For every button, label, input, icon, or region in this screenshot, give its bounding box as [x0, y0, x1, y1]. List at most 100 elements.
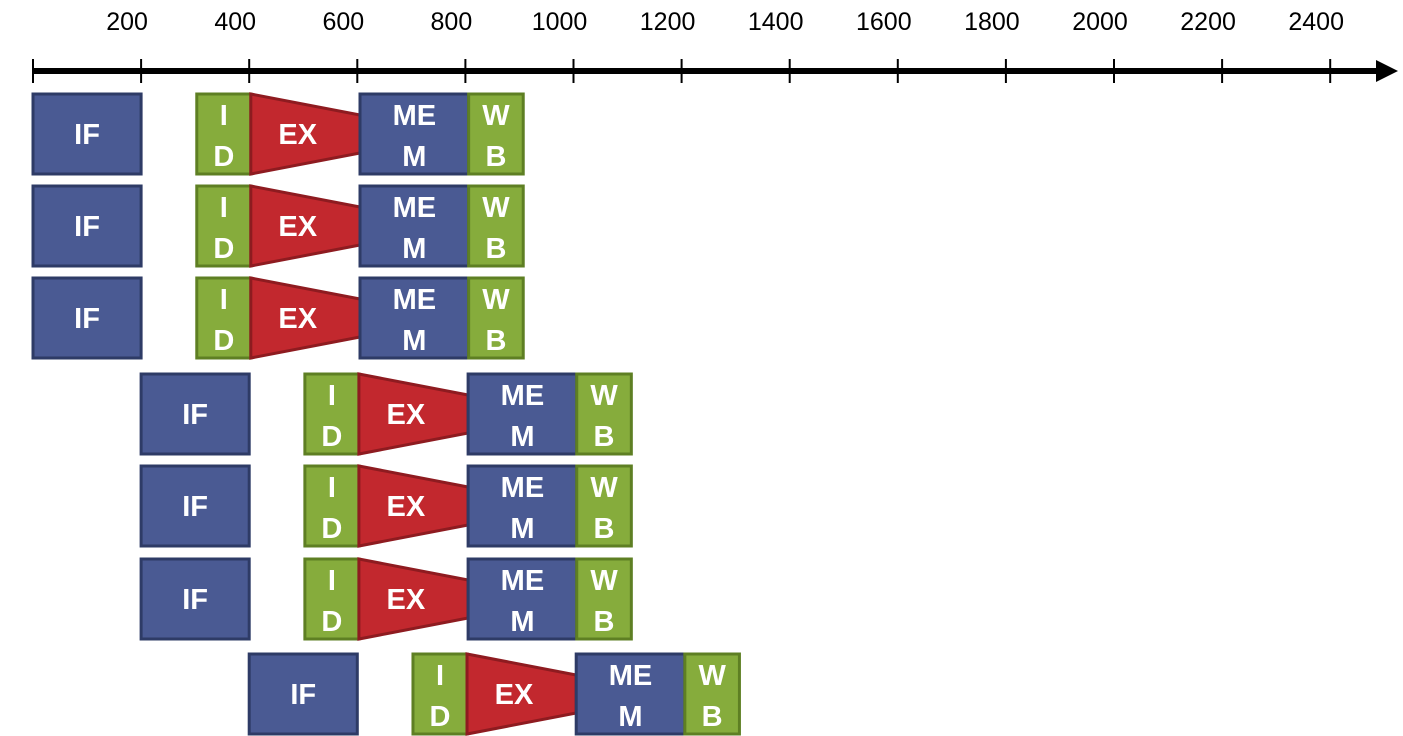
stage-ex-label: EX — [278, 303, 317, 335]
stage-if-label: IF — [74, 303, 100, 335]
stage-if-label: IF — [74, 211, 100, 243]
stage-id-label: D — [213, 141, 234, 173]
time-axis: 200 400 600 800 1000 1200 1400 1600 1800 2000 2200… — [32, 8, 1398, 83]
instruction-row: IF ID EX ME M WB — [139, 464, 633, 548]
stage-mem-label: M — [510, 513, 534, 545]
stage-wb-box — [575, 557, 633, 641]
stage-id-label: I — [220, 192, 228, 224]
stage-id-box — [303, 464, 361, 548]
stage-wb-box — [467, 184, 525, 268]
stage-if-box — [31, 184, 143, 268]
stage-mem-label: ME — [501, 472, 545, 504]
stage-ex-label: EX — [278, 211, 317, 243]
stage-mem-label: M — [402, 141, 426, 173]
axis-tick-label: 1800 — [964, 8, 1020, 36]
instruction-row: IF ID EX ME M WB — [31, 276, 525, 360]
stage-if-label: IF — [182, 491, 208, 523]
stage-mem-label: ME — [501, 380, 545, 412]
stage-mem-label: ME — [501, 565, 545, 597]
stage-wb-box — [575, 464, 633, 548]
axis-tick-label: 1400 — [748, 8, 804, 36]
stage-id-box — [195, 276, 253, 360]
stage-if-box — [31, 276, 143, 360]
stage-wb-box — [683, 652, 741, 736]
stage-wb-label: W — [482, 284, 510, 316]
stage-if-box — [139, 464, 251, 548]
stage-mem-box — [358, 184, 471, 268]
stage-if-box — [139, 372, 251, 456]
axis-tick-label: 200 — [106, 8, 148, 36]
axis-tick-label: 2400 — [1288, 8, 1344, 36]
stage-wb-label: W — [698, 660, 726, 692]
axis-tick-label: 1000 — [532, 8, 588, 36]
stage-wb-label: B — [594, 421, 615, 453]
stage-if-box — [139, 557, 251, 641]
stage-id-label: I — [220, 100, 228, 132]
stage-mem-box — [466, 557, 579, 641]
stage-id-label: I — [436, 660, 444, 692]
stage-if-box — [247, 652, 359, 736]
stage-wb-label: B — [702, 701, 723, 733]
stage-mem-label: M — [510, 421, 534, 453]
stage-mem-label: M — [402, 325, 426, 357]
axis-tick-label: 2200 — [1180, 8, 1236, 36]
axis-tick-label: 400 — [214, 8, 256, 36]
axis-tick-label: 2000 — [1072, 8, 1128, 36]
stage-wb-label: B — [485, 325, 506, 357]
axis-tick-label: 1200 — [640, 8, 696, 36]
stage-wb-label: W — [482, 100, 510, 132]
stage-id-label: D — [213, 325, 234, 357]
axis-arrowhead — [1376, 60, 1398, 82]
stage-wb-box — [575, 372, 633, 456]
instruction-row: IF ID EX ME M WB — [139, 557, 633, 641]
stage-id-label: D — [321, 513, 342, 545]
instruction-row: IF ID EX ME M WB — [31, 184, 525, 268]
stage-id-box — [195, 184, 253, 268]
stage-mem-label: ME — [393, 100, 437, 132]
stage-id-box — [303, 557, 361, 641]
stage-mem-label: M — [510, 606, 534, 638]
stage-ex-label: EX — [495, 679, 534, 711]
stage-wb-label: B — [485, 233, 506, 265]
stage-if-label: IF — [74, 119, 100, 151]
stage-id-label: I — [220, 284, 228, 316]
stage-ex-label: EX — [387, 491, 426, 523]
stage-if-label: IF — [182, 399, 208, 431]
stage-wb-label: B — [594, 513, 615, 545]
stage-id-label: D — [321, 606, 342, 638]
stage-wb-label: W — [482, 192, 510, 224]
stage-wb-label: B — [485, 141, 506, 173]
stage-mem-label: ME — [393, 192, 437, 224]
stage-wb-label: W — [590, 472, 618, 504]
stage-ex-label: EX — [278, 119, 317, 151]
stage-id-label: D — [430, 701, 451, 733]
stage-id-label: D — [213, 233, 234, 265]
stage-mem-box — [574, 652, 687, 736]
stage-wb-label: W — [590, 380, 618, 412]
stage-ex-label: EX — [387, 399, 426, 431]
stage-mem-label: M — [618, 701, 642, 733]
stage-mem-label: M — [402, 233, 426, 265]
instruction-row: IF ID EX ME M WB — [139, 372, 633, 456]
instruction-row: IF ID EX ME M WB — [247, 652, 741, 736]
stage-wb-label: W — [590, 565, 618, 597]
instruction-row: IF ID EX ME M WB — [31, 92, 525, 176]
axis-tick-label: 1600 — [856, 8, 912, 36]
stage-id-label: I — [328, 565, 336, 597]
stage-id-label: I — [328, 380, 336, 412]
stage-if-label: IF — [290, 679, 316, 711]
stage-id-label: I — [328, 472, 336, 504]
axis-tick-label: 600 — [322, 8, 364, 36]
stage-if-label: IF — [182, 584, 208, 616]
stage-id-label: D — [321, 421, 342, 453]
stage-ex-label: EX — [387, 584, 426, 616]
stage-wb-box — [467, 92, 525, 176]
stage-wb-box — [467, 276, 525, 360]
stage-if-box — [31, 92, 143, 176]
instruction-rows: IFIDEXMEMWBIFIDEXMEMWBIFIDEXMEMWBIFIDEXM… — [31, 92, 741, 736]
stage-id-box — [303, 372, 361, 456]
stage-wb-label: B — [594, 606, 615, 638]
axis-tick-label: 800 — [431, 8, 473, 36]
stage-mem-label: ME — [393, 284, 437, 316]
